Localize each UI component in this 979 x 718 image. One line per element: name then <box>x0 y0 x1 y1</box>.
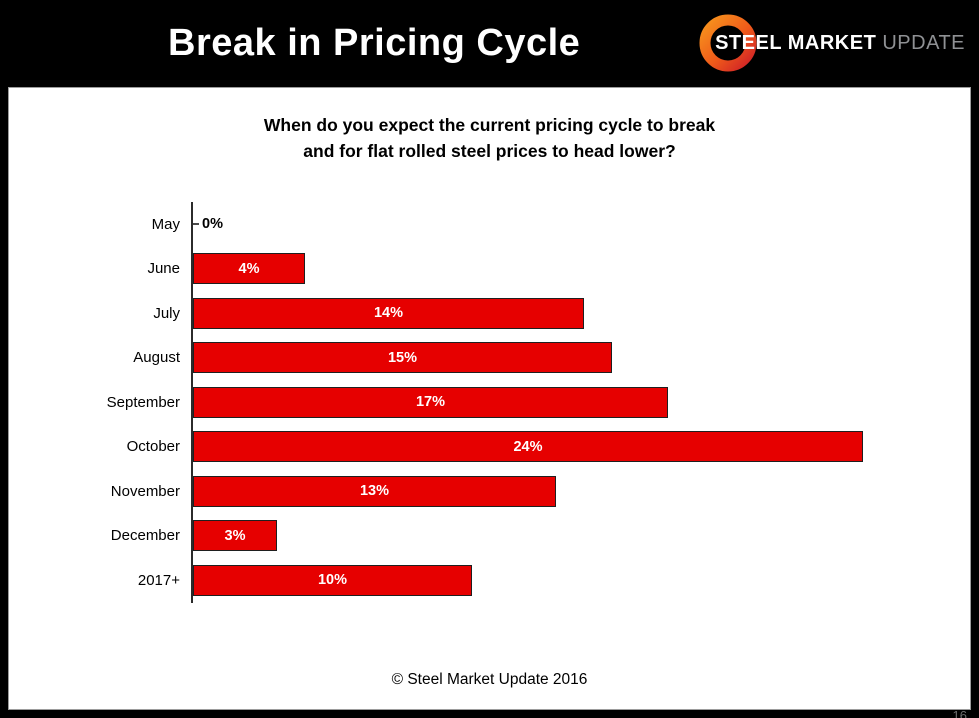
category-label: July <box>153 304 180 322</box>
category-label: December <box>110 527 180 545</box>
bar-area: 4% <box>191 246 970 291</box>
logo-steel: STEEL <box>715 31 782 54</box>
logo-ring-icon <box>697 12 759 74</box>
bar: 17% <box>193 386 668 418</box>
bar-value-label: 14% <box>373 305 404 322</box>
bar: 24% <box>193 431 863 463</box>
chart-title-line2: and for flat rolled steel prices to head… <box>303 141 676 161</box>
bar-value-label: 15% <box>387 349 418 366</box>
logo-update: UPDATE <box>882 31 965 54</box>
bar-area: 13% <box>191 469 970 514</box>
bar-value-label: 4% <box>238 260 260 277</box>
bar-value-label: 10% <box>317 572 348 589</box>
bar: 14% <box>193 297 584 329</box>
category-label: October <box>126 438 180 456</box>
category-label: 2017+ <box>137 571 180 589</box>
page-title: Break in Pricing Cycle <box>168 21 581 64</box>
page-number: 16 <box>952 708 967 718</box>
bar-value-label: 24% <box>513 438 543 455</box>
bar-chart: May 0% June 4% July 14% August 15% September 17% O… <box>9 202 970 603</box>
chart-row: November 13% <box>9 469 970 514</box>
bar: 3% <box>193 520 277 552</box>
bar: 10% <box>193 564 472 596</box>
chart-row: May 0% <box>9 202 970 247</box>
chart-row: June 4% <box>9 246 970 291</box>
chart-row: October 24% <box>9 424 970 469</box>
logo-text: STEEL MARKET UPDATE <box>715 32 965 55</box>
chart-row: August 15% <box>9 335 970 380</box>
chart-row: December 3% <box>9 513 970 558</box>
chart-row: 2017+ 10% <box>9 558 970 603</box>
chart-card: When do you expect the current pricing c… <box>8 87 971 710</box>
steel-market-update-logo: STEEL MARKET UPDATE <box>697 6 965 80</box>
bar-area: 3% <box>191 513 970 558</box>
logo-market: MARKET <box>787 31 877 54</box>
axis-tick <box>193 223 199 226</box>
bar-value-label: 13% <box>359 483 390 500</box>
copyright-credit: © Steel Market Update 2016 <box>391 671 588 688</box>
bar-area: 15% <box>191 335 970 380</box>
category-label: June <box>147 260 180 278</box>
chart-title-line1: When do you expect the current pricing c… <box>263 115 716 135</box>
bar-area: 0% <box>191 202 970 247</box>
bar-area: 14% <box>191 291 970 336</box>
bar-area: 17% <box>191 380 970 425</box>
bar-area: 10% <box>191 558 970 603</box>
bar: 4% <box>193 253 305 285</box>
category-label: November <box>110 482 180 500</box>
category-label: May <box>151 215 180 233</box>
bar: 13% <box>193 475 556 507</box>
bar-area: 24% <box>191 424 970 469</box>
category-label: August <box>133 349 180 367</box>
bar-value-label: 0% <box>202 216 223 233</box>
bar-value-label: 17% <box>415 394 446 411</box>
category-label: September <box>106 393 180 411</box>
chart-row: September 17% <box>9 380 970 425</box>
chart-row: July 14% <box>9 291 970 336</box>
bar: 15% <box>193 342 612 374</box>
chart-title: When do you expect the current pricing c… <box>9 112 970 164</box>
bar-value-label: 3% <box>224 527 246 544</box>
slide-header: Break in Pricing Cycle STEEL MARKET <box>0 0 979 86</box>
